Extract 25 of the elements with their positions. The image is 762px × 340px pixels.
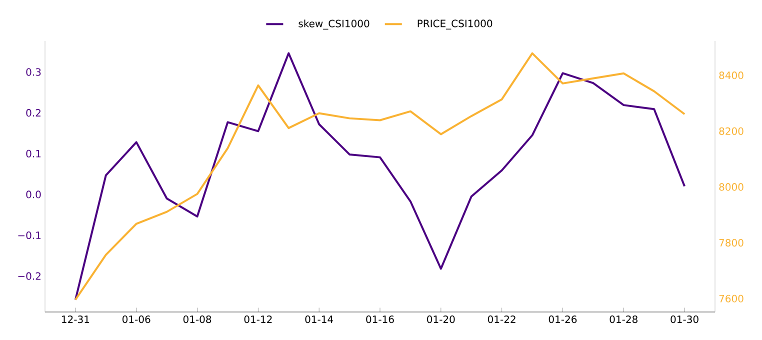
x-tick-label: 01-28 — [610, 316, 638, 324]
x-tick-label: 01-16 — [366, 316, 394, 324]
y2-tick-label: 7800 — [719, 239, 744, 247]
x-tick-label: 01-06 — [122, 316, 150, 324]
y2-tick-label: 7600 — [719, 294, 744, 302]
x-tick-label: 12-31 — [62, 316, 90, 324]
y-tick-label: 0.2 — [26, 109, 40, 117]
x-tick-label: 01-26 — [548, 316, 577, 324]
x-tick-label: 01-12 — [244, 316, 272, 324]
y-tick-label: 0.1 — [26, 150, 41, 158]
legend-label: skew_CSI1000 — [298, 20, 370, 30]
y-tick-label: 0.3 — [26, 68, 41, 76]
x-tick-label: 01-20 — [427, 316, 455, 324]
y-tick-label: −0.1 — [18, 231, 41, 240]
y2-tick-label: 8000 — [719, 183, 744, 191]
x-tick-label: 01-30 — [670, 316, 698, 324]
line-series — [74, 52, 686, 301]
y2-tick-label: 8200 — [719, 127, 744, 135]
x-tick-label: 01-08 — [183, 316, 212, 324]
y-tick-label: 0.0 — [26, 190, 41, 198]
y2-tick-label: 8400 — [719, 72, 744, 80]
x-tick-label: 01-22 — [488, 316, 516, 324]
x-tick-label: 01-14 — [305, 316, 334, 324]
y-tick-label: −0.2 — [18, 272, 40, 280]
legend-label: PRICE_CSI1000 — [418, 20, 492, 30]
